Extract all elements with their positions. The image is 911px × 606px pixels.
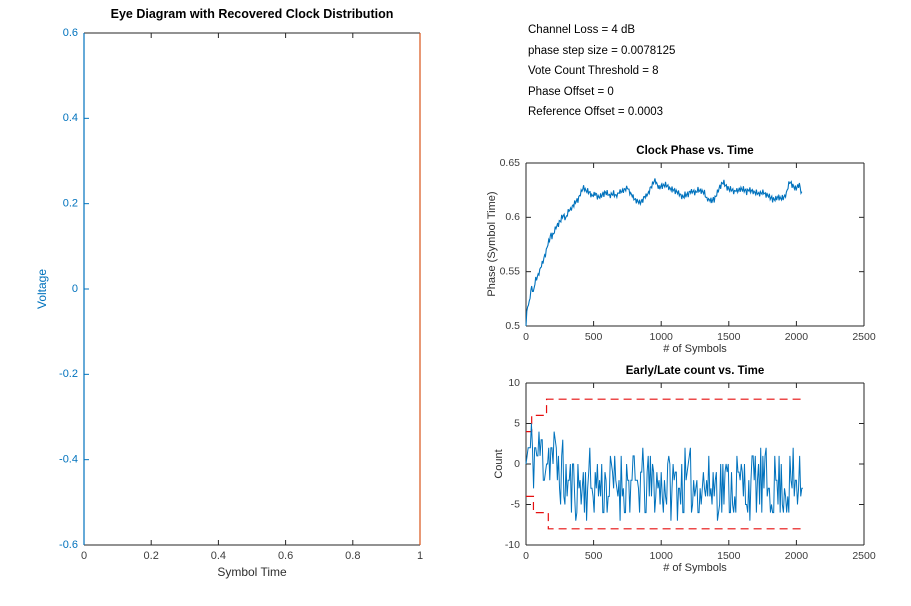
phase-axes-ytick-label: 0.5 bbox=[505, 320, 520, 332]
early-late-count-line bbox=[525, 423, 803, 521]
early-late-y-axis-label: Count bbox=[493, 449, 505, 479]
clock-phase-title: Clock Phase vs. Time bbox=[636, 145, 754, 157]
count-axes-xtick-label: 500 bbox=[585, 550, 603, 562]
clock-phase-x-axis-label: # of Symbols bbox=[663, 343, 727, 355]
eye-y-axis-label: Voltage bbox=[35, 268, 49, 310]
clock-phase-y-axis-label: Phase (Symbol Time) bbox=[486, 191, 498, 297]
eye-axes-xtick-label: 0.2 bbox=[144, 550, 159, 562]
count-axes-ytick-label: -5 bbox=[511, 498, 520, 510]
param-phase-offset: Phase Offset = 0 bbox=[528, 85, 614, 98]
eye-axes-ytick-label: 0.6 bbox=[63, 27, 78, 39]
eye-axes-xtick-label: 1 bbox=[417, 550, 423, 562]
count-axes-xtick-label: 1500 bbox=[717, 550, 741, 562]
eye-axes-background bbox=[84, 33, 420, 545]
eye-axes-xtick-label: 0.8 bbox=[345, 550, 360, 562]
count-axes-background bbox=[526, 383, 864, 545]
early-late-title: Early/Late count vs. Time bbox=[625, 365, 765, 377]
count-axes-xtick-label: 0 bbox=[523, 550, 529, 562]
eye-axes-ytick-label: 0.4 bbox=[63, 112, 78, 124]
phase-axes-ytick-label: 0.65 bbox=[500, 157, 521, 169]
eye-axes-ytick-label: -0.2 bbox=[59, 368, 78, 380]
count-axes-xtick-label: 1000 bbox=[650, 550, 674, 562]
phase-axes-xtick-label: 500 bbox=[585, 331, 603, 343]
param-phase-step-size: phase step size = 0.0078125 bbox=[528, 44, 676, 57]
parameter-panel: Channel Loss = 4 dB phase step size = 0.… bbox=[528, 20, 675, 123]
count-axes-ytick-label: 0 bbox=[514, 458, 520, 470]
eye-axes-xtick-label: 0.6 bbox=[278, 550, 293, 562]
count-axes-xtick-label: 2000 bbox=[785, 550, 809, 562]
clock-phase-line bbox=[525, 178, 803, 327]
eye-x-axis-label: Symbol Time bbox=[217, 565, 287, 579]
phase-axes-ytick-label: 0.6 bbox=[505, 211, 520, 223]
param-channel-loss: Channel Loss = 4 dB bbox=[528, 24, 636, 36]
early-late-x-axis-label: # of Symbols bbox=[663, 562, 727, 574]
count-axes-ytick-label: 5 bbox=[514, 417, 520, 429]
eye-axes-xtick-label: 0 bbox=[81, 550, 87, 562]
eye-axes-ytick-label: 0.2 bbox=[63, 198, 78, 210]
phase-axes-xtick-label: 1000 bbox=[650, 331, 674, 343]
vote-threshold-envelope-lower bbox=[526, 495, 803, 530]
count-axes-ytick-label: -10 bbox=[505, 539, 520, 551]
eye-axes-ytick-label: -0.6 bbox=[59, 539, 78, 551]
phase-axes-xtick-label: 2000 bbox=[785, 331, 809, 343]
phase-axes-xtick-label: 1500 bbox=[717, 331, 741, 343]
eye-axes-xtick-label: 0.4 bbox=[211, 550, 226, 562]
param-reference-offset: Reference Offset = 0.0003 bbox=[528, 106, 664, 118]
phase-axes-xtick-label: 2500 bbox=[852, 331, 876, 343]
count-axes-ytick-label: 10 bbox=[508, 377, 520, 389]
eye-axes-ytick-label: 0 bbox=[72, 283, 78, 295]
count-axes-xtick-label: 2500 bbox=[852, 550, 876, 562]
phase-axes-background bbox=[526, 163, 864, 326]
phase-axes-xtick-label: 0 bbox=[523, 331, 529, 343]
eye-axes-ytick-label: -0.4 bbox=[59, 454, 78, 466]
phase-axes-ytick-label: 0.55 bbox=[500, 265, 521, 277]
eye-diagram-title: Eye Diagram with Recovered Clock Distrib… bbox=[110, 7, 394, 21]
param-vote-count-threshold: Vote Count Threshold = 8 bbox=[528, 65, 659, 77]
